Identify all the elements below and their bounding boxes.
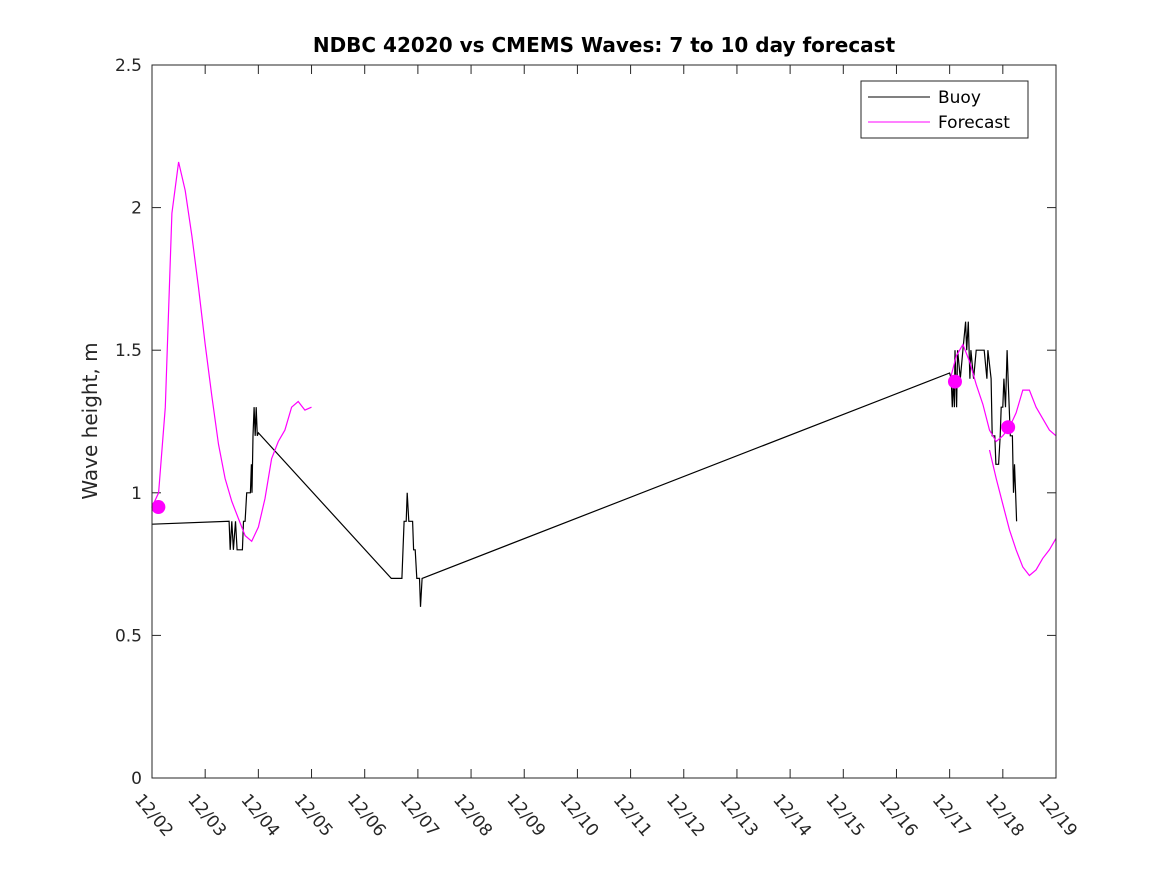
series-line-forecast-tail	[988, 449, 1057, 577]
legend-box	[860, 80, 1029, 139]
series-line-buoy	[151, 321, 1018, 607]
x-tick-label: 12/15	[821, 790, 868, 840]
x-tick-label: 12/14	[768, 790, 815, 840]
forecast-marker	[151, 500, 166, 515]
plot-area-frame	[151, 64, 1057, 779]
y-tick-label: 2	[131, 199, 142, 219]
x-tick-label: 12/09	[502, 790, 549, 840]
x-tick-label: 12/13	[715, 790, 762, 840]
x-tick-label: 12/04	[237, 790, 284, 840]
x-tick-label: 12/05	[290, 790, 337, 840]
y-grid-ticks: 0 0.5 1 1.5 2 2.5	[115, 56, 1056, 789]
series-line-forecast-early	[151, 161, 312, 543]
x-tick-label: 12/12	[662, 790, 709, 840]
series-group	[151, 161, 1057, 607]
x-tick-label: 12/18	[981, 790, 1028, 840]
x-tick-label: 12/16	[875, 790, 922, 840]
x-tick-label: 12/17	[928, 790, 975, 840]
x-tick-label: 12/06	[343, 790, 390, 840]
x-grid-ticks: 12/02 12/03 12/04 12/05 12/06 12/07 12/08 12/09…	[130, 65, 1081, 841]
marker-group	[151, 374, 1016, 515]
legend-label-forecast: Forecast	[938, 113, 1010, 133]
y-tick-label: 1.5	[115, 341, 142, 361]
x-tick-label: 12/19	[1034, 790, 1081, 840]
forecast-marker	[947, 374, 962, 389]
x-tick-label: 12/02	[130, 790, 177, 840]
forecast-marker	[1001, 420, 1016, 435]
y-tick-label: 0	[131, 769, 142, 789]
x-tick-label: 12/07	[396, 790, 443, 840]
x-tick-label: 12/10	[556, 790, 603, 840]
x-tick-label: 12/11	[609, 790, 656, 840]
y-tick-label: 0.5	[115, 626, 142, 646]
y-axis-label: Wave height, m	[78, 342, 102, 499]
y-tick-label: 2.5	[115, 56, 142, 76]
y-tick-label: 1	[131, 484, 142, 504]
legend: Buoy Forecast	[860, 80, 1029, 139]
series-line-forecast-late	[949, 343, 1057, 443]
x-tick-label: 12/03	[183, 790, 230, 840]
chart-title: NDBC 42020 vs CMEMS Waves: 7 to 10 day f…	[313, 33, 896, 57]
x-tick-label: 12/08	[449, 790, 496, 840]
legend-label-buoy: Buoy	[938, 88, 981, 108]
